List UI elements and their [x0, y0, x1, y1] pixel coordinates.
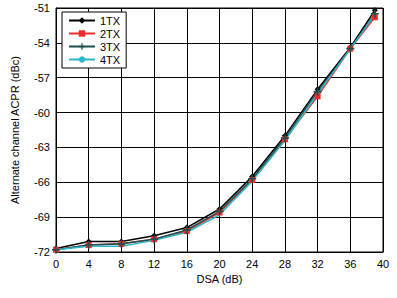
svg-text:2TX: 2TX [100, 28, 121, 40]
svg-text:12: 12 [148, 258, 160, 270]
svg-text:-69: -69 [34, 211, 50, 223]
svg-text:24: 24 [246, 258, 258, 270]
svg-text:20: 20 [213, 258, 225, 270]
svg-text:Alternate channel ACPR (dBc): Alternate channel ACPR (dBc) [9, 56, 21, 204]
svg-text:-72: -72 [34, 246, 50, 258]
svg-text:-54: -54 [34, 37, 50, 49]
svg-text:36: 36 [344, 258, 356, 270]
svg-text:8: 8 [118, 258, 124, 270]
svg-text:-66: -66 [34, 176, 50, 188]
svg-text:4TX: 4TX [100, 54, 121, 66]
svg-text:-60: -60 [34, 107, 50, 119]
svg-text:40: 40 [377, 258, 389, 270]
svg-text:4: 4 [86, 258, 92, 270]
svg-text:-57: -57 [34, 72, 50, 84]
svg-text:-51: -51 [34, 2, 50, 14]
svg-text:1TX: 1TX [100, 15, 121, 27]
svg-text:3TX: 3TX [100, 41, 121, 53]
svg-text:DSA (dB): DSA (dB) [197, 273, 243, 285]
svg-text:28: 28 [279, 258, 291, 270]
svg-text:32: 32 [311, 258, 323, 270]
svg-text:0: 0 [53, 258, 59, 270]
svg-text:16: 16 [181, 258, 193, 270]
svg-text:-63: -63 [34, 141, 50, 153]
